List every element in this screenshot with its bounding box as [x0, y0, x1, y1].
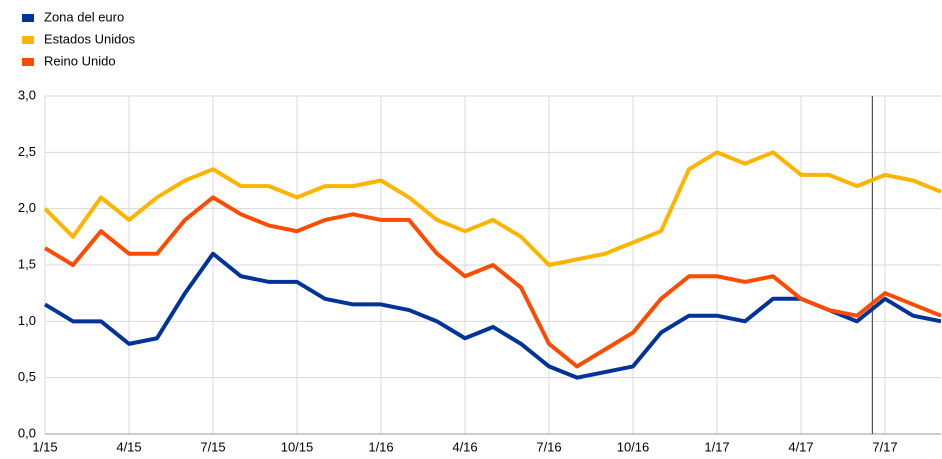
x-tick-label: 1/16	[368, 439, 393, 454]
y-tick-label: 3,0	[18, 87, 36, 102]
x-tick-label: 4/16	[452, 439, 477, 454]
x-tick-label: 10/15	[281, 439, 314, 454]
x-tick-label: 7/17	[872, 439, 897, 454]
x-tick-label: 4/15	[116, 439, 141, 454]
y-tick-label: 1,0	[18, 313, 36, 328]
series-line	[43, 195, 942, 369]
y-tick-label: 1,5	[18, 256, 36, 271]
legend-label: Zona del euro	[44, 9, 124, 24]
x-tick-label: 4/17	[788, 439, 813, 454]
x-tick-label: 1/17	[704, 439, 729, 454]
x-tick-label: 10/16	[617, 439, 650, 454]
legend-label: Estados Unidos	[44, 31, 136, 46]
y-tick-label: 0,5	[18, 369, 36, 384]
series-line	[43, 251, 942, 380]
x-tick-label: 7/15	[200, 439, 225, 454]
y-tick-label: 2,0	[18, 200, 36, 215]
x-tick-label: 1/15	[32, 439, 57, 454]
legend-swatch	[22, 58, 34, 66]
legend-label: Reino Unido	[44, 53, 116, 68]
y-tick-label: 0,0	[18, 425, 36, 440]
x-tick-label: 7/16	[536, 439, 561, 454]
y-tick-label: 2,5	[18, 144, 36, 159]
legend-swatch	[22, 36, 34, 44]
series-line	[43, 150, 942, 267]
legend-swatch	[22, 14, 34, 22]
